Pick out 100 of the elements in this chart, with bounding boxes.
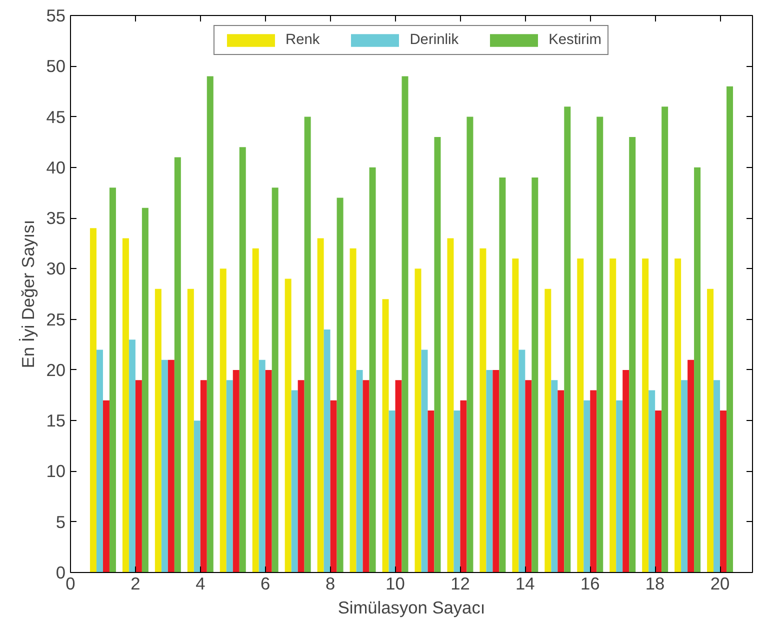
x-tick-label: 12 bbox=[450, 574, 470, 594]
bar bbox=[590, 390, 597, 572]
bar bbox=[232, 370, 240, 572]
bar bbox=[226, 380, 233, 572]
bar bbox=[492, 370, 500, 572]
bar bbox=[460, 400, 467, 572]
bar bbox=[402, 76, 408, 572]
bar bbox=[428, 410, 434, 572]
bar bbox=[714, 380, 720, 572]
bar bbox=[447, 238, 454, 572]
bar bbox=[688, 360, 694, 572]
bar bbox=[304, 116, 311, 572]
bar bbox=[109, 188, 116, 572]
bar bbox=[122, 238, 129, 572]
bar bbox=[525, 380, 532, 572]
bar bbox=[206, 76, 214, 572]
bar bbox=[194, 420, 200, 572]
legend-label: Kestirim bbox=[548, 32, 602, 48]
bar bbox=[681, 380, 688, 572]
bar bbox=[388, 410, 396, 572]
bar bbox=[168, 360, 174, 572]
bar bbox=[284, 278, 292, 572]
bar bbox=[499, 178, 506, 572]
bar bbox=[629, 137, 636, 572]
bar bbox=[674, 258, 682, 572]
bar bbox=[324, 329, 330, 572]
bar bbox=[610, 258, 616, 572]
bar bbox=[200, 380, 207, 572]
y-tick-label: 10 bbox=[46, 461, 66, 482]
bar bbox=[720, 410, 727, 572]
x-tick-label: 8 bbox=[325, 574, 336, 594]
bar bbox=[694, 167, 701, 572]
y-tick-label: 55 bbox=[46, 6, 66, 26]
bar bbox=[421, 350, 428, 572]
bar bbox=[662, 106, 668, 572]
bar bbox=[142, 208, 148, 572]
bar bbox=[350, 248, 356, 572]
bar bbox=[544, 288, 552, 572]
bar bbox=[596, 116, 604, 572]
bar bbox=[707, 288, 714, 572]
bar bbox=[622, 370, 630, 572]
y-tick-label: 50 bbox=[46, 56, 66, 76]
bar bbox=[564, 106, 571, 572]
x-tick-label: 6 bbox=[260, 574, 270, 594]
bar bbox=[616, 400, 623, 572]
y-tick-label: 45 bbox=[46, 106, 66, 127]
bar bbox=[382, 299, 389, 572]
bar bbox=[726, 86, 734, 572]
bar bbox=[648, 390, 656, 572]
bar bbox=[135, 380, 142, 572]
x-tick-label: 4 bbox=[196, 574, 206, 594]
bar bbox=[558, 390, 564, 572]
bar bbox=[584, 400, 590, 572]
bar bbox=[291, 390, 298, 572]
bar bbox=[655, 410, 662, 572]
legend-label: Renk bbox=[285, 32, 320, 48]
y-tick-label: 20 bbox=[46, 360, 66, 380]
bar bbox=[272, 188, 278, 572]
bar bbox=[174, 157, 181, 572]
bar bbox=[577, 258, 584, 572]
bar bbox=[102, 400, 110, 572]
bar bbox=[96, 350, 103, 572]
y-tick-label: 15 bbox=[46, 410, 66, 431]
y-tick-label: 35 bbox=[46, 208, 66, 228]
y-tick-label: 30 bbox=[46, 258, 66, 279]
bar bbox=[414, 268, 422, 572]
y-axis-title: En İyi Değer Sayısı bbox=[18, 220, 38, 368]
bar bbox=[317, 238, 324, 572]
bar bbox=[486, 370, 493, 572]
bar bbox=[220, 268, 226, 572]
bar bbox=[154, 288, 162, 572]
bar bbox=[434, 137, 441, 572]
bar bbox=[128, 340, 136, 572]
bar bbox=[336, 198, 344, 572]
x-tick-label: 20 bbox=[710, 574, 730, 594]
legend-label: Derinlik bbox=[410, 32, 459, 48]
bar bbox=[187, 288, 194, 572]
x-tick-label: 18 bbox=[645, 574, 665, 594]
x-tick-label: 10 bbox=[386, 574, 405, 594]
bar bbox=[395, 380, 402, 572]
y-tick-label: 25 bbox=[46, 309, 66, 330]
bar bbox=[466, 116, 474, 572]
bar bbox=[239, 147, 246, 572]
bar bbox=[265, 370, 272, 572]
x-axis-title: Simülasyon Sayacı bbox=[338, 598, 486, 618]
y-tick-label: 5 bbox=[56, 512, 66, 532]
bar bbox=[362, 380, 370, 572]
bar bbox=[532, 178, 538, 572]
bar bbox=[356, 370, 363, 572]
x-tick-label: 16 bbox=[580, 574, 600, 594]
bar bbox=[454, 410, 460, 572]
bar bbox=[518, 350, 526, 572]
y-tick-label: 40 bbox=[46, 157, 66, 178]
bar bbox=[369, 167, 376, 572]
bar bbox=[512, 258, 519, 572]
bar bbox=[258, 360, 266, 572]
x-tick-label: 14 bbox=[516, 574, 536, 594]
bar bbox=[642, 258, 649, 572]
bar bbox=[298, 380, 304, 572]
bar bbox=[551, 380, 558, 572]
